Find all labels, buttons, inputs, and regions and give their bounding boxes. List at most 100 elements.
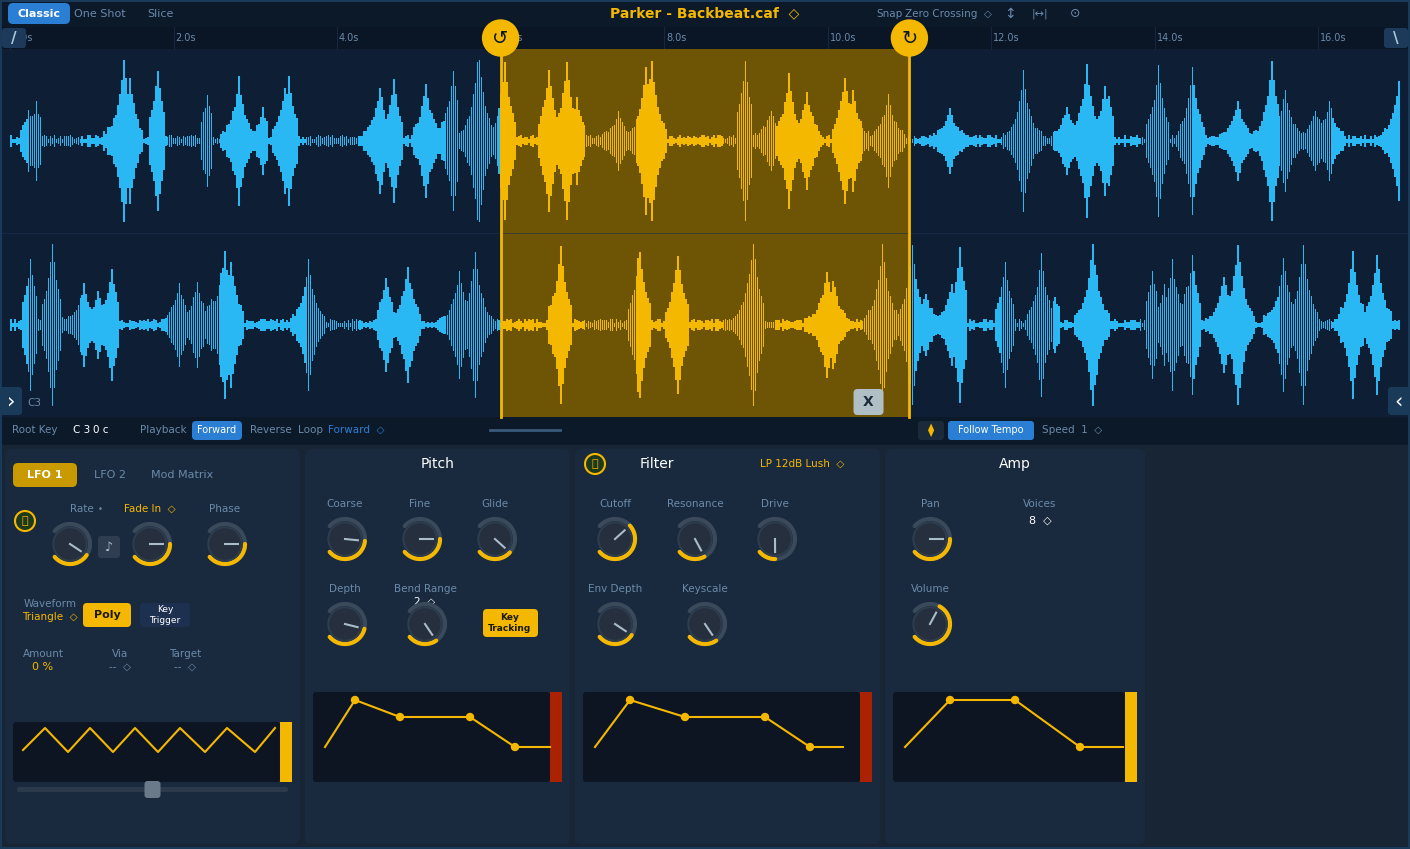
Text: Cutoff: Cutoff	[599, 499, 632, 509]
Circle shape	[680, 524, 711, 554]
Circle shape	[329, 522, 362, 556]
Circle shape	[55, 529, 85, 559]
Text: 2.0s: 2.0s	[175, 33, 196, 43]
Circle shape	[407, 607, 441, 641]
FancyBboxPatch shape	[893, 692, 1125, 782]
Circle shape	[135, 529, 165, 559]
Circle shape	[1076, 744, 1083, 751]
Text: Forward: Forward	[197, 425, 237, 435]
Bar	[281, 722, 292, 782]
Circle shape	[585, 454, 605, 474]
Text: Follow Tempo: Follow Tempo	[959, 425, 1024, 435]
FancyBboxPatch shape	[6, 449, 300, 844]
Text: Glide: Glide	[481, 499, 509, 509]
FancyBboxPatch shape	[140, 603, 190, 627]
Text: ⏻: ⏻	[21, 516, 28, 526]
Text: LFO 1: LFO 1	[27, 470, 63, 480]
Text: 4.0s: 4.0s	[338, 33, 360, 43]
Circle shape	[678, 522, 712, 556]
Text: 0 %: 0 %	[32, 662, 54, 672]
FancyBboxPatch shape	[13, 722, 281, 782]
Text: 12.0s: 12.0s	[993, 33, 1019, 43]
Circle shape	[914, 522, 948, 556]
Text: ‹: ‹	[1394, 391, 1403, 411]
Text: Filter: Filter	[640, 457, 674, 471]
Bar	[0, 417, 1410, 443]
Circle shape	[478, 522, 512, 556]
FancyBboxPatch shape	[484, 609, 539, 637]
FancyBboxPatch shape	[83, 603, 131, 627]
Text: Classic: Classic	[17, 8, 61, 19]
FancyBboxPatch shape	[1, 28, 25, 48]
Text: --  ◇: -- ◇	[173, 662, 196, 672]
Text: Zero Crossing  ◇: Zero Crossing ◇	[905, 8, 991, 19]
FancyBboxPatch shape	[582, 692, 860, 782]
FancyBboxPatch shape	[853, 389, 884, 415]
Text: Coarse: Coarse	[327, 499, 364, 509]
Text: 8.0s: 8.0s	[666, 33, 687, 43]
Bar	[1125, 692, 1136, 782]
Text: Rate: Rate	[70, 504, 93, 514]
Text: Root Key: Root Key	[13, 425, 58, 435]
Circle shape	[761, 713, 768, 721]
Text: Voices: Voices	[1024, 499, 1056, 509]
Text: --  ◇: -- ◇	[109, 662, 131, 672]
Text: Key
Trigger: Key Trigger	[149, 605, 180, 625]
Text: \: \	[1393, 31, 1399, 46]
Bar	[501, 49, 909, 417]
Text: Drive: Drive	[761, 499, 790, 509]
FancyBboxPatch shape	[305, 449, 570, 844]
Text: Poly: Poly	[93, 610, 120, 620]
Text: Amount: Amount	[23, 649, 63, 659]
Circle shape	[760, 524, 790, 554]
FancyBboxPatch shape	[144, 781, 161, 798]
Text: 14.0s: 14.0s	[1156, 33, 1183, 43]
Circle shape	[210, 529, 240, 559]
Text: 0.0s: 0.0s	[13, 33, 32, 43]
Text: Slice: Slice	[147, 8, 173, 19]
Bar	[550, 692, 563, 782]
Circle shape	[54, 527, 87, 561]
Text: Fade In  ◇: Fade In ◇	[124, 504, 176, 514]
Text: /: /	[11, 31, 17, 46]
Circle shape	[403, 522, 437, 556]
Text: •: •	[97, 504, 103, 514]
FancyBboxPatch shape	[17, 787, 288, 792]
Text: C 3: C 3	[73, 425, 90, 435]
Circle shape	[1011, 696, 1018, 704]
Circle shape	[601, 524, 630, 554]
FancyBboxPatch shape	[575, 449, 880, 844]
Text: 6.0s: 6.0s	[502, 33, 523, 43]
Circle shape	[759, 522, 792, 556]
Circle shape	[946, 696, 953, 704]
Circle shape	[891, 20, 928, 56]
Text: C3: C3	[27, 398, 41, 408]
Text: Loop: Loop	[298, 425, 323, 435]
Text: Speed  1  ◇: Speed 1 ◇	[1042, 425, 1103, 435]
Circle shape	[914, 607, 948, 641]
Text: LP 12dB Lush  ◇: LP 12dB Lush ◇	[760, 459, 845, 469]
Text: Volume: Volume	[911, 584, 949, 594]
Circle shape	[396, 713, 403, 721]
Text: Keyscale: Keyscale	[682, 584, 728, 594]
FancyBboxPatch shape	[0, 387, 23, 415]
Circle shape	[209, 527, 243, 561]
Circle shape	[598, 607, 632, 641]
Text: Fine: Fine	[409, 499, 430, 509]
Text: Parker - Backbeat.caf  ◇: Parker - Backbeat.caf ◇	[611, 7, 799, 20]
Text: Amp: Amp	[1000, 457, 1031, 471]
Circle shape	[467, 713, 474, 721]
Circle shape	[479, 524, 510, 554]
Circle shape	[915, 609, 945, 639]
Circle shape	[329, 607, 362, 641]
Text: 2  ◇: 2 ◇	[415, 597, 436, 607]
Text: 10.0s: 10.0s	[829, 33, 856, 43]
Circle shape	[330, 524, 360, 554]
Bar	[0, 0, 1410, 27]
Bar	[860, 692, 871, 782]
Text: Key
Tracking: Key Tracking	[488, 613, 532, 633]
Circle shape	[330, 609, 360, 639]
Text: ⏻: ⏻	[592, 459, 598, 469]
FancyBboxPatch shape	[1385, 28, 1409, 48]
Text: Env Depth: Env Depth	[588, 584, 642, 594]
